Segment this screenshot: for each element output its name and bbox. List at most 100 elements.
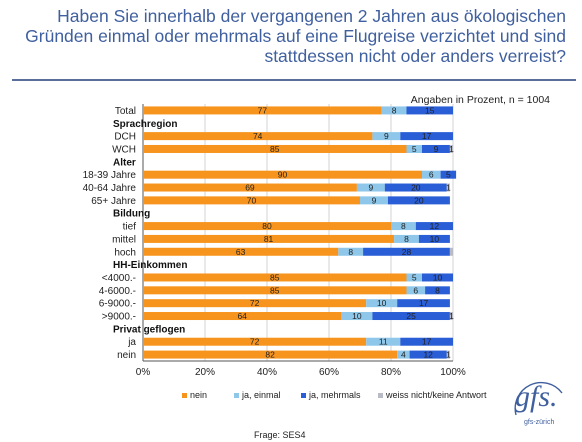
x-tick-label: 40% [257, 367, 277, 378]
data-label: 8 [392, 105, 397, 115]
data-label: 11 [379, 337, 388, 347]
bar-segment [143, 286, 407, 295]
category-label: 40-64 Jahre [83, 183, 137, 194]
bar-segment [384, 183, 447, 192]
group-header: Privat geflogen [113, 324, 185, 335]
logo-text: gfs. [515, 380, 558, 413]
bar-segment [446, 183, 450, 192]
category-label: Total [115, 106, 136, 117]
bar-segment [338, 247, 364, 256]
bar-segment [397, 350, 410, 359]
data-label: 5 [446, 170, 451, 180]
category-label: 4-6000.- [99, 286, 136, 297]
data-label: 1 [449, 144, 454, 154]
bar-segment [425, 286, 450, 295]
bar-segment [446, 350, 450, 359]
data-label: 90 [278, 170, 288, 180]
data-label: 25 [406, 311, 416, 321]
bar-segment [356, 183, 385, 192]
data-label: 5 [412, 144, 417, 154]
data-label: 15 [425, 105, 435, 115]
data-label: 6 [429, 170, 434, 180]
legend-swatch [182, 393, 187, 399]
data-label: 10 [377, 298, 387, 308]
data-label: 8 [404, 234, 409, 244]
bar-segment [422, 273, 453, 282]
bar-segment [409, 350, 447, 359]
data-label: 20 [411, 183, 421, 193]
legend-label: weiss nicht/keine Antwort [386, 390, 487, 400]
data-label: 8 [348, 247, 353, 257]
bar-segment [449, 247, 453, 256]
bar-segment [143, 196, 360, 205]
data-label: 6 [413, 285, 418, 295]
data-label: 12 [430, 221, 440, 231]
data-label: 63 [236, 247, 246, 257]
bar-segment [143, 350, 398, 359]
bar-segment [143, 299, 367, 308]
category-label: WCH [112, 144, 136, 155]
data-label: 69 [245, 183, 255, 193]
legend-swatch [378, 393, 383, 399]
data-label: 4 [401, 350, 406, 360]
bar-segment [366, 299, 398, 308]
gfs-logo [514, 381, 563, 416]
legend-item: ja, mehrmals [301, 390, 361, 400]
data-label: 10 [433, 272, 443, 282]
category-label: 6-9000.- [99, 299, 136, 310]
bar-segment [406, 273, 422, 282]
data-label: 8 [435, 285, 440, 295]
data-label: 85 [270, 285, 280, 295]
category-label: 18-39 Jahre [83, 170, 137, 181]
legend-label: ja, einmal [242, 390, 281, 400]
bar-segment [400, 337, 453, 346]
bar-segment [143, 234, 395, 243]
data-label: 12 [423, 350, 433, 360]
data-label: 81 [264, 234, 274, 244]
bar-segment [415, 222, 453, 231]
legend-item: weiss nicht/keine Antwort [378, 390, 487, 400]
data-label: 1 [446, 183, 451, 193]
group-header: HH-Einkommen [113, 260, 187, 271]
bar-segment [406, 144, 422, 153]
category-label: 65+ Jahre [91, 196, 136, 207]
data-label: 82 [265, 350, 275, 360]
sample-note: Angaben in Prozent, n = 1004 [410, 94, 550, 106]
category-label: tief [123, 222, 137, 233]
group-header: Sprachregion [113, 119, 177, 130]
data-label: 17 [419, 298, 429, 308]
data-label: 9 [372, 195, 377, 205]
bar-segment [391, 222, 416, 231]
group-header: Bildung [113, 209, 150, 220]
data-label: 9 [384, 131, 389, 141]
legend-label: ja, mehrmals [309, 390, 361, 400]
bar-segment [143, 170, 422, 179]
x-tick-label: 100% [440, 367, 466, 378]
data-label: 72 [250, 298, 260, 308]
bar-segment [143, 312, 342, 321]
legend-label: nein [190, 390, 208, 400]
bar-segment [394, 234, 419, 243]
data-label: 28 [402, 247, 412, 257]
bar-segment [400, 132, 453, 141]
bar-segment [143, 144, 407, 153]
data-label: 17 [422, 337, 432, 347]
category-label: >9000.- [102, 312, 136, 323]
category-label: nein [117, 350, 136, 361]
data-label: 9 [434, 144, 439, 154]
logo-subtext: gfs-zürich [524, 419, 555, 426]
data-label: 9 [368, 183, 373, 193]
bar-segment [143, 132, 373, 141]
bar-segment [372, 312, 450, 321]
bar-segment [372, 132, 401, 141]
bar-segment [363, 247, 450, 256]
bar-segment [143, 106, 382, 115]
bar-segment [422, 170, 441, 179]
x-tick-label: 0% [136, 367, 151, 378]
x-tick-label: 80% [381, 367, 401, 378]
x-tick-label: 20% [195, 367, 215, 378]
category-label: <4000.- [102, 273, 136, 284]
bar-segment [143, 183, 357, 192]
data-label: 80 [262, 221, 272, 231]
